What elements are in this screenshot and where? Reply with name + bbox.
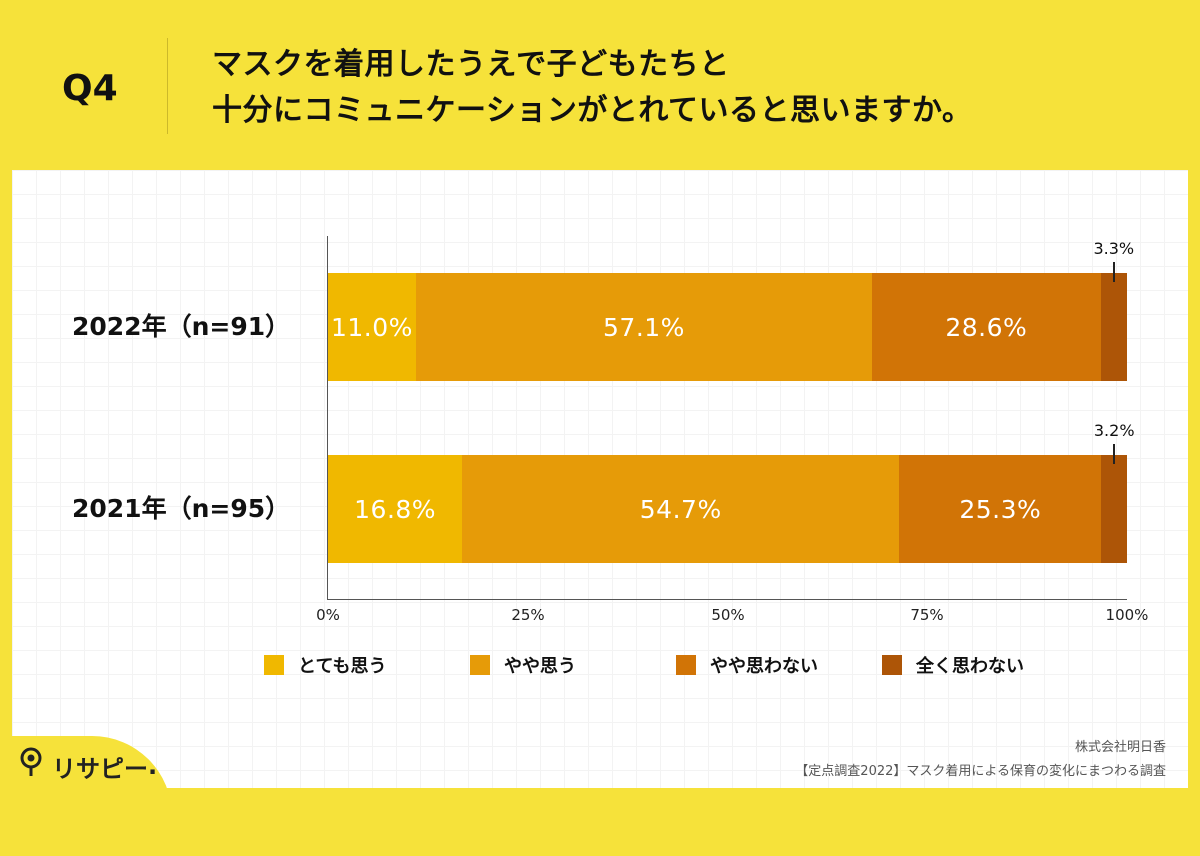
y-axis-line (327, 236, 328, 600)
credit-company: 株式会社明日香 (1074, 740, 1166, 755)
x-tick-25: 25% (511, 606, 545, 624)
callout-line (1113, 444, 1116, 464)
legend-item: やや思わない (676, 652, 882, 678)
bar-segment: 25.3% (899, 455, 1102, 563)
q-label: Q4 (62, 68, 118, 109)
legend-swatch (470, 655, 490, 675)
data-label: 25.3% (959, 494, 1042, 524)
row-label-2022: 2022年（n=91） (72, 312, 291, 341)
data-label: 54.7% (639, 494, 722, 524)
legend-label: やや思わない (710, 656, 818, 677)
row-label-2021: 2021年（n=95） (72, 494, 291, 523)
bar-segment: 16.8% (328, 455, 463, 563)
question-line-2: 十分にコミュニケーションがとれていると思いますか。 (212, 93, 973, 128)
legend-swatch (882, 655, 902, 675)
x-tick-0: 0% (316, 606, 340, 624)
data-label: 11.0% (330, 312, 413, 342)
x-tick-50: 50% (711, 606, 745, 624)
bar-segment: 57.1% (415, 273, 873, 381)
legend-label: やや思う (504, 656, 576, 677)
legend-swatch (264, 655, 284, 675)
legend-label: 全く思わない (916, 656, 1024, 677)
legend-swatch (676, 655, 696, 675)
legend-item: やや思う (470, 652, 676, 678)
legend-item: とても思う (264, 652, 470, 678)
logo: リサピー . (18, 744, 157, 788)
legend: とても思う やや思う やや思わない 全く思わない (264, 652, 1088, 678)
callout-line (1112, 262, 1115, 282)
bar-2021: 16.8% 54.7% 25.3% (328, 455, 1127, 563)
question-line-1: マスクを着用したうえで子どもたちと (212, 47, 730, 82)
callout-label: 3.3% (1093, 239, 1135, 258)
callout-label: 3.2% (1093, 421, 1135, 440)
bar-2022: 11.0% 57.1% 28.6% (328, 273, 1127, 381)
data-label: 16.8% (354, 494, 437, 524)
x-tick-100: 100% (1105, 606, 1149, 624)
data-label: 28.6% (945, 312, 1028, 342)
bar-segment: 54.7% (462, 455, 900, 563)
question-text: マスクを着用したうえで子どもたちと 十分にコミュニケーションがとれていると思いま… (212, 42, 1172, 134)
logo-dot: . (148, 752, 158, 780)
bar-segment: 11.0% (328, 273, 416, 381)
bar-segment: 28.6% (872, 273, 1101, 381)
x-axis-line (327, 599, 1127, 600)
pin-icon (18, 746, 44, 786)
data-label: 57.1% (603, 312, 685, 342)
bar-segment (1100, 273, 1127, 381)
legend-label: とても思う (298, 656, 387, 677)
bar-segment (1101, 455, 1127, 563)
credit-source: 【定点調査2022】マスク着用による保育の変化にまつわる調査 (795, 764, 1166, 779)
header-divider (167, 38, 168, 134)
x-tick-75: 75% (910, 606, 944, 624)
legend-item: 全く思わない (882, 652, 1088, 678)
logo-text: リサピー (52, 754, 148, 783)
